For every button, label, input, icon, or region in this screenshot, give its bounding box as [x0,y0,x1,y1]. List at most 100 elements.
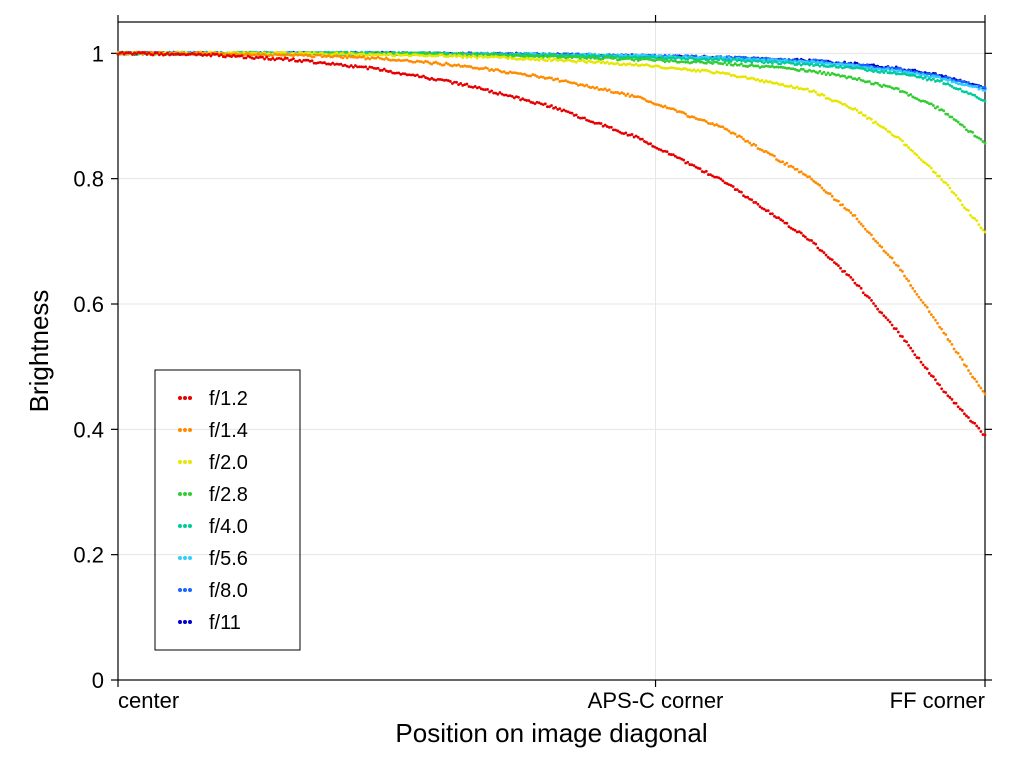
data-point [977,384,980,387]
data-point [220,53,223,56]
data-point [550,77,553,80]
data-point [889,321,892,324]
data-point [913,290,916,293]
data-point [907,279,910,282]
data-point [928,372,931,375]
data-point [920,158,923,161]
data-point [885,128,888,131]
data-point [841,203,844,206]
data-point [975,380,978,383]
data-point [335,51,338,54]
data-point [837,200,840,203]
data-point [754,144,757,147]
data-point [806,87,809,90]
legend-marker [178,524,182,528]
data-point [885,251,888,254]
data-point [977,223,980,226]
data-point [847,274,850,277]
data-point [899,69,902,72]
data-point [750,198,753,201]
data-point [905,277,908,280]
data-point [961,124,964,127]
legend-marker [183,524,187,528]
data-point [781,160,784,163]
data-point [849,211,852,214]
data-point [924,76,927,79]
data-point [893,261,896,264]
data-point [767,209,770,212]
data-point [571,112,574,115]
data-point [461,56,464,59]
data-point [973,94,976,97]
data-point [961,204,964,207]
data-point [979,226,982,229]
data-point [946,338,949,341]
data-point [967,369,970,372]
data-point [261,56,264,59]
data-point [862,225,865,228]
legend-marker [188,428,192,432]
data-point [979,387,982,390]
data-point [936,105,939,108]
data-point [856,109,859,112]
data-point [858,221,861,224]
data-point [265,56,268,59]
legend-marker [183,588,187,592]
data-point [953,192,956,195]
data-point [911,150,914,153]
data-point [808,175,811,178]
data-point [963,412,966,415]
data-point [901,335,904,338]
data-point [934,171,937,174]
data-point [486,88,489,91]
data-point [517,96,520,99]
data-point [959,356,962,359]
data-point [924,304,927,307]
data-point [548,57,551,60]
data-point [851,278,854,281]
y-tick-label: 0.8 [73,167,104,192]
x-tick-label: center [118,688,179,713]
data-point [465,83,468,86]
data-point [975,85,978,88]
data-point [946,184,949,187]
legend-label: f/4.0 [209,516,248,538]
data-point [744,75,747,78]
data-point [934,319,937,322]
data-point [957,121,960,124]
legend-marker [188,396,192,400]
data-point [934,378,937,381]
data-point [600,122,603,125]
data-point [709,57,712,60]
data-point [726,63,729,66]
data-point [771,212,774,215]
data-point [874,305,877,308]
data-point [911,287,914,290]
data-point [311,59,314,62]
data-point [913,353,916,356]
data-point [486,67,489,70]
data-point [682,159,685,162]
y-axis-label: Brightness [24,290,54,413]
data-point [854,282,857,285]
data-point [973,377,976,380]
data-point [963,80,966,83]
legend-marker [183,492,187,496]
data-point [393,55,396,58]
legend-label: f/11 [209,612,241,634]
legend-marker [178,460,182,464]
data-point [918,357,921,360]
legend-marker [183,396,187,400]
data-point [868,80,871,83]
data-point [705,120,708,123]
data-point [885,316,888,319]
data-point [734,133,737,136]
legend-marker [178,492,182,496]
data-point [856,217,859,220]
data-point [951,343,954,346]
data-point [951,398,954,401]
data-point [953,348,956,351]
data-point [920,299,923,302]
data-point [880,246,883,249]
legend-marker [188,588,192,592]
